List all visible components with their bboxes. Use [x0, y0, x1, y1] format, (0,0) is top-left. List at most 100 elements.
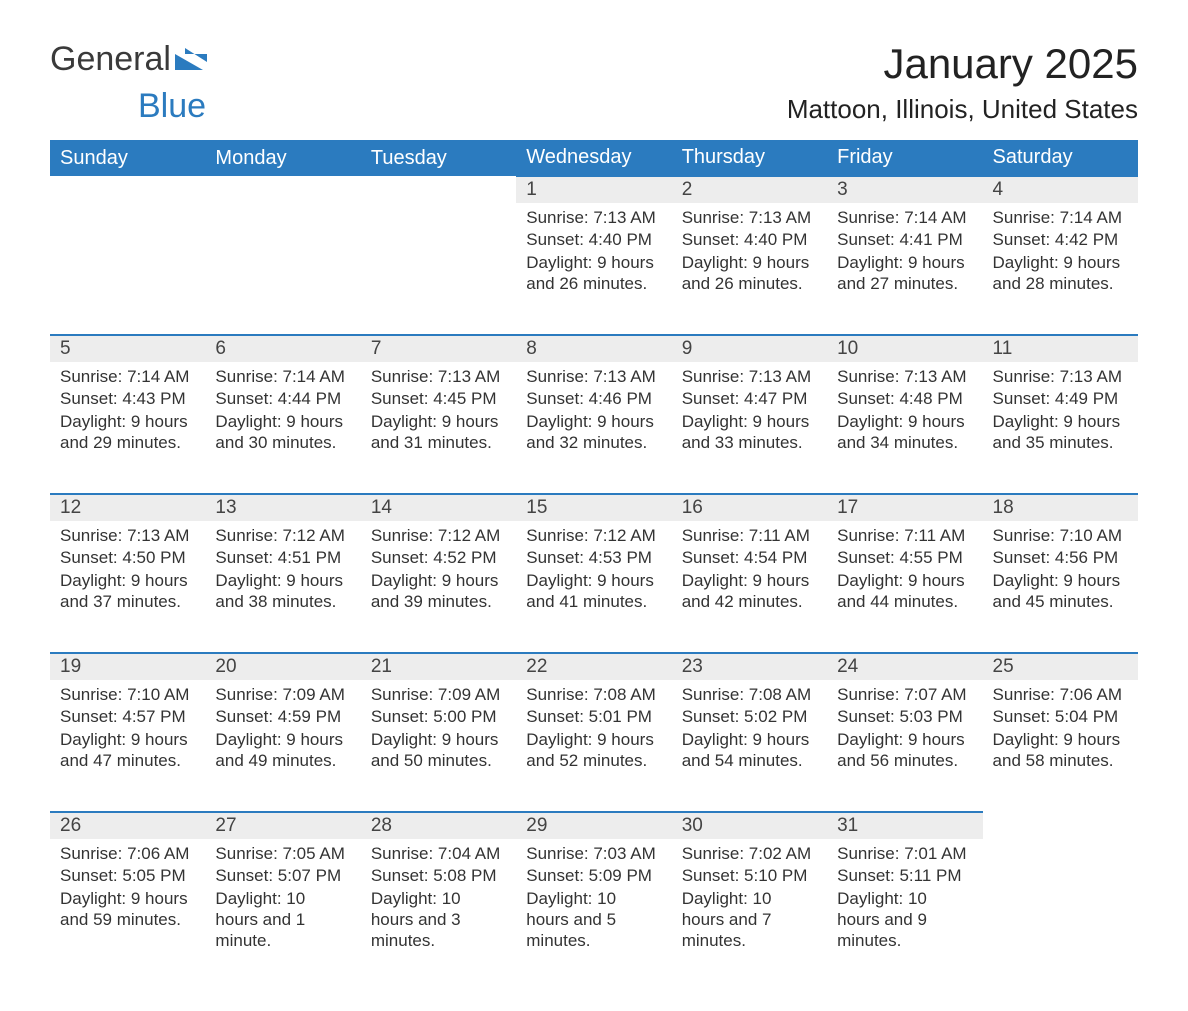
- sunset-text: Sunset: 4:46 PM: [526, 388, 661, 409]
- daylight-text: Daylight: 9 hours and 52 minutes.: [526, 729, 661, 772]
- sunset-text: Sunset: 5:07 PM: [215, 865, 350, 886]
- day-number: 6: [205, 335, 360, 362]
- daylight-text: Daylight: 9 hours and 30 minutes.: [215, 411, 350, 454]
- sunset-text: Sunset: 5:10 PM: [682, 865, 817, 886]
- day-number: 2: [672, 176, 827, 203]
- day-cell: Sunrise: 7:14 AMSunset: 4:42 PMDaylight:…: [983, 203, 1138, 335]
- title-block: January 2025 Mattoon, Illinois, United S…: [787, 40, 1138, 125]
- sunrise-text: Sunrise: 7:01 AM: [837, 843, 972, 864]
- day-cell: Sunrise: 7:10 AMSunset: 4:57 PMDaylight:…: [50, 680, 205, 812]
- sunrise-text: Sunrise: 7:13 AM: [60, 525, 195, 546]
- sunrise-text: Sunrise: 7:14 AM: [215, 366, 350, 387]
- sunrise-text: Sunrise: 7:13 AM: [526, 207, 661, 228]
- daylight-text: Daylight: 9 hours and 39 minutes.: [371, 570, 506, 613]
- sunset-text: Sunset: 4:56 PM: [993, 547, 1128, 568]
- sunset-text: Sunset: 5:08 PM: [371, 865, 506, 886]
- day-number: 15: [516, 494, 671, 521]
- daylight-text: Daylight: 9 hours and 50 minutes.: [371, 729, 506, 772]
- logo-word2: Blue: [138, 87, 206, 125]
- day-number: 31: [827, 812, 982, 839]
- day-content-row: Sunrise: 7:13 AMSunset: 4:50 PMDaylight:…: [50, 521, 1138, 653]
- day-number: 21: [361, 653, 516, 680]
- daylight-text: Daylight: 10 hours and 3 minutes.: [371, 888, 506, 952]
- weekday-header: Tuesday: [361, 140, 516, 176]
- day-cell: Sunrise: 7:11 AMSunset: 4:55 PMDaylight:…: [827, 521, 982, 653]
- day-cell: Sunrise: 7:04 AMSunset: 5:08 PMDaylight:…: [361, 839, 516, 971]
- daylight-text: Daylight: 9 hours and 27 minutes.: [837, 252, 972, 295]
- daylight-text: Daylight: 9 hours and 28 minutes.: [993, 252, 1128, 295]
- day-cell: Sunrise: 7:12 AMSunset: 4:51 PMDaylight:…: [205, 521, 360, 653]
- day-number: 5: [50, 335, 205, 362]
- sunset-text: Sunset: 4:43 PM: [60, 388, 195, 409]
- sunset-text: Sunset: 4:44 PM: [215, 388, 350, 409]
- sunset-text: Sunset: 4:57 PM: [60, 706, 195, 727]
- weekday-header: Sunday: [50, 140, 205, 176]
- logo-word1: General: [50, 40, 171, 79]
- day-number: 7: [361, 335, 516, 362]
- sunset-text: Sunset: 4:52 PM: [371, 547, 506, 568]
- sunset-text: Sunset: 4:49 PM: [993, 388, 1128, 409]
- day-number: 29: [516, 812, 671, 839]
- day-cell: Sunrise: 7:13 AMSunset: 4:46 PMDaylight:…: [516, 362, 671, 494]
- sunset-text: Sunset: 5:09 PM: [526, 865, 661, 886]
- daylight-text: Daylight: 9 hours and 58 minutes.: [993, 729, 1128, 772]
- sunrise-text: Sunrise: 7:13 AM: [993, 366, 1128, 387]
- day-number: 24: [827, 653, 982, 680]
- empty-cell: [205, 203, 360, 335]
- sunrise-text: Sunrise: 7:13 AM: [526, 366, 661, 387]
- day-cell: Sunrise: 7:09 AMSunset: 4:59 PMDaylight:…: [205, 680, 360, 812]
- daylight-text: Daylight: 9 hours and 59 minutes.: [60, 888, 195, 931]
- day-cell: Sunrise: 7:13 AMSunset: 4:49 PMDaylight:…: [983, 362, 1138, 494]
- empty-cell: [205, 176, 360, 203]
- daylight-text: Daylight: 9 hours and 35 minutes.: [993, 411, 1128, 454]
- day-number-row: 567891011: [50, 335, 1138, 362]
- daylight-text: Daylight: 9 hours and 47 minutes.: [60, 729, 195, 772]
- sunrise-text: Sunrise: 7:04 AM: [371, 843, 506, 864]
- sunrise-text: Sunrise: 7:13 AM: [682, 207, 817, 228]
- daylight-text: Daylight: 9 hours and 34 minutes.: [837, 411, 972, 454]
- daylight-text: Daylight: 9 hours and 54 minutes.: [682, 729, 817, 772]
- sunset-text: Sunset: 5:03 PM: [837, 706, 972, 727]
- sunset-text: Sunset: 4:54 PM: [682, 547, 817, 568]
- day-cell: Sunrise: 7:14 AMSunset: 4:41 PMDaylight:…: [827, 203, 982, 335]
- day-number: 14: [361, 494, 516, 521]
- sunset-text: Sunset: 4:40 PM: [682, 229, 817, 250]
- day-cell: Sunrise: 7:12 AMSunset: 4:52 PMDaylight:…: [361, 521, 516, 653]
- day-number: 28: [361, 812, 516, 839]
- sunset-text: Sunset: 4:41 PM: [837, 229, 972, 250]
- sunrise-text: Sunrise: 7:05 AM: [215, 843, 350, 864]
- day-cell: Sunrise: 7:11 AMSunset: 4:54 PMDaylight:…: [672, 521, 827, 653]
- sunset-text: Sunset: 4:48 PM: [837, 388, 972, 409]
- day-number-row: 19202122232425: [50, 653, 1138, 680]
- daylight-text: Daylight: 9 hours and 37 minutes.: [60, 570, 195, 613]
- day-cell: Sunrise: 7:01 AMSunset: 5:11 PMDaylight:…: [827, 839, 982, 971]
- sunrise-text: Sunrise: 7:08 AM: [682, 684, 817, 705]
- day-cell: Sunrise: 7:06 AMSunset: 5:05 PMDaylight:…: [50, 839, 205, 971]
- daylight-text: Daylight: 9 hours and 38 minutes.: [215, 570, 350, 613]
- day-cell: Sunrise: 7:14 AMSunset: 4:43 PMDaylight:…: [50, 362, 205, 494]
- day-number-row: 262728293031: [50, 812, 1138, 839]
- daylight-text: Daylight: 10 hours and 7 minutes.: [682, 888, 817, 952]
- logo: General: [50, 40, 211, 79]
- calendar-table: SundayMondayTuesdayWednesdayThursdayFrid…: [50, 140, 1138, 971]
- day-cell: Sunrise: 7:14 AMSunset: 4:44 PMDaylight:…: [205, 362, 360, 494]
- location-text: Mattoon, Illinois, United States: [787, 94, 1138, 125]
- day-cell: Sunrise: 7:13 AMSunset: 4:50 PMDaylight:…: [50, 521, 205, 653]
- day-number: 17: [827, 494, 982, 521]
- weekday-header: Friday: [827, 140, 982, 176]
- sunset-text: Sunset: 4:53 PM: [526, 547, 661, 568]
- weekday-header: Thursday: [672, 140, 827, 176]
- empty-cell: [50, 176, 205, 203]
- daylight-text: Daylight: 10 hours and 9 minutes.: [837, 888, 972, 952]
- day-cell: Sunrise: 7:08 AMSunset: 5:01 PMDaylight:…: [516, 680, 671, 812]
- day-number: 16: [672, 494, 827, 521]
- day-cell: Sunrise: 7:12 AMSunset: 4:53 PMDaylight:…: [516, 521, 671, 653]
- day-cell: Sunrise: 7:08 AMSunset: 5:02 PMDaylight:…: [672, 680, 827, 812]
- sunrise-text: Sunrise: 7:12 AM: [371, 525, 506, 546]
- day-number: 3: [827, 176, 982, 203]
- day-cell: Sunrise: 7:05 AMSunset: 5:07 PMDaylight:…: [205, 839, 360, 971]
- sunrise-text: Sunrise: 7:11 AM: [837, 525, 972, 546]
- day-number-row: 12131415161718: [50, 494, 1138, 521]
- day-cell: Sunrise: 7:03 AMSunset: 5:09 PMDaylight:…: [516, 839, 671, 971]
- logo-flag-icon: [175, 48, 209, 70]
